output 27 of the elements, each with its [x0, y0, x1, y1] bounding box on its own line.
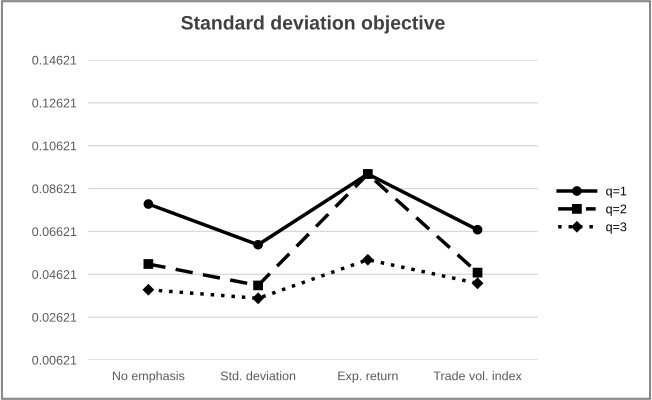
point	[472, 268, 482, 278]
chart-title: Standard deviation objective	[181, 15, 445, 34]
y-tick-label: 0.02621	[32, 312, 76, 322]
x-tick-label: Std. deviation	[220, 371, 296, 380]
point	[144, 199, 154, 209]
point	[142, 284, 154, 296]
point	[252, 292, 264, 304]
y-tick-label: 0.10621	[32, 142, 76, 150]
y-tick-label: 0.12621	[32, 98, 76, 108]
legend-label: q=3	[606, 222, 626, 234]
legend-label: q=1	[606, 186, 626, 198]
y-tick-label: 0.14621	[32, 56, 76, 65]
point	[472, 224, 482, 235]
x-tick-label: Trade vol. index	[434, 371, 522, 380]
point	[253, 240, 263, 250]
point	[362, 169, 373, 179]
x-tick-label: Exp. return	[338, 372, 398, 383]
legend-label: q=2	[606, 204, 626, 216]
y-tick-label: 0.08621	[32, 184, 76, 194]
point	[472, 278, 484, 289]
y-tick-label: 0.06621	[32, 227, 76, 236]
y-tick-label: 0.04621	[32, 270, 76, 279]
x-tick-label: No emphasis	[112, 371, 184, 383]
point	[362, 254, 374, 266]
point	[253, 280, 263, 290]
y-tick-label: 0.00621	[32, 356, 76, 365]
point	[144, 259, 154, 269]
